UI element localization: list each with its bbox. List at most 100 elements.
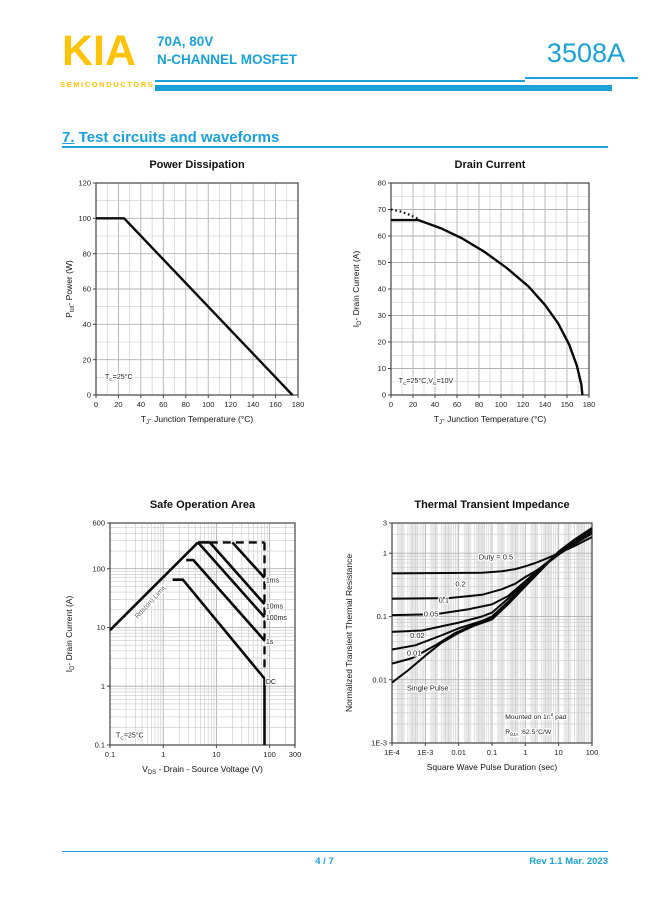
y-tick: 10 xyxy=(378,364,386,373)
kia-logo-subtitle: SEMICONDUCTORS xyxy=(60,80,155,89)
y-tick: 50 xyxy=(378,258,386,267)
y-tick: 1E-3 xyxy=(371,739,387,748)
gridlines xyxy=(95,182,299,396)
x-tick: 60 xyxy=(453,400,461,409)
chart-title-g: Power Dissipation xyxy=(149,159,245,171)
x-tick: 10 xyxy=(554,748,562,757)
y-axis-title-g: ID- Drain Current (A) xyxy=(64,596,76,673)
x-tick: 180 xyxy=(583,400,596,409)
label: TC=25°C xyxy=(116,731,144,741)
x-tick: 0 xyxy=(94,400,98,409)
curve-duty-0.2 xyxy=(391,532,593,600)
background-bands xyxy=(397,523,585,743)
y-tick: 40 xyxy=(83,320,91,329)
x-axis-title: Square Wave Pulse Duration (sec) xyxy=(427,762,558,772)
x-tick: 1E-3 xyxy=(417,748,433,757)
y-axis-title: Ptot- Power (W) xyxy=(64,260,76,318)
y-tick: 10 xyxy=(97,623,105,632)
curves xyxy=(109,541,266,745)
x-axis-title: TJ- Junction Temperature (°C) xyxy=(141,414,254,426)
x-tick: 100 xyxy=(202,400,215,409)
y-tick: 40 xyxy=(378,285,386,294)
label: 10ms xyxy=(266,604,284,611)
curve-pulse-1ms xyxy=(231,541,266,579)
curve-labels: Duty = 0.5 0.2 0.10.05 0.02 0.01 Single Pulse… xyxy=(406,551,568,739)
x-tick: 1E-4 xyxy=(384,748,400,757)
x-axis-title-g: TJ- Junction Temperature (°C) xyxy=(141,414,254,426)
curve-drain-current-dotted xyxy=(390,208,419,220)
y-tick: 600 xyxy=(92,519,105,528)
label: 0.02 xyxy=(410,631,425,640)
y-tick: 20 xyxy=(378,338,386,347)
label: 100ms xyxy=(266,615,288,622)
section-number: 7. xyxy=(62,129,75,146)
curves xyxy=(391,527,593,684)
header-rule-thin-right xyxy=(525,77,638,79)
chart-title-g: Safe Operation Area xyxy=(150,499,256,511)
label: TC=25°C,VG=10V xyxy=(399,377,454,387)
part-spec-line2: N-CHANNEL MOSFET xyxy=(157,52,297,67)
x-tick: 100 xyxy=(263,750,276,759)
x-tick: 140 xyxy=(247,400,260,409)
curves xyxy=(96,217,294,396)
curve-pulse-100ms xyxy=(197,541,266,618)
chart-title: Safe Operation Area xyxy=(150,499,256,511)
power-dissipation-plot: TC=25°C 0 20 40 60 80 100 120 140 160 180 0 20 40 60 80… xyxy=(64,159,304,426)
plot-border xyxy=(109,522,296,746)
chart-power-dissipation: TC=25°C 0 20 40 60 80 100 120 140 160 180 0 20 40 60 80… xyxy=(58,152,310,439)
x-axis-title-g: VDS - Drain - Source Voltage (V) xyxy=(142,764,263,776)
y-tick: 0.1 xyxy=(377,612,387,621)
x-tick: 60 xyxy=(159,400,167,409)
label: 0.05 xyxy=(424,609,439,618)
y-tick: 1 xyxy=(101,682,105,691)
x-tick: 0.1 xyxy=(105,750,115,759)
x-tick: 0.1 xyxy=(487,748,497,757)
label: Mounted on 1n2 pad xyxy=(505,712,566,721)
curve-rdson-limit xyxy=(109,541,199,632)
y-tick: 20 xyxy=(83,355,91,364)
curve-labels: TC=25°C xyxy=(104,372,134,385)
label: TC=25°C xyxy=(105,373,133,383)
y-tick: 80 xyxy=(378,179,386,188)
section-heading: 7. Test circuits and waveforms xyxy=(62,129,279,146)
section-title: Test circuits and waveforms xyxy=(74,129,280,146)
chart-title: Drain Current xyxy=(455,159,526,171)
y-tick: 0 xyxy=(382,391,386,400)
y-tick: 60 xyxy=(378,232,386,241)
header-rule-thick xyxy=(155,85,612,91)
gridlines xyxy=(109,522,296,746)
label: 1s xyxy=(266,639,274,646)
x-axis-title-g: TJ- Junction Temperature (°C) xyxy=(434,414,547,426)
x-tick: 40 xyxy=(137,400,145,409)
curve-pulse-10ms xyxy=(208,541,266,605)
chart-title: Thermal Transient Impedance xyxy=(414,499,569,511)
header-rule-thin-left xyxy=(155,80,525,82)
x-tick-labels: 0 20 40 60 80 100 120 140 150 180 xyxy=(389,395,595,409)
label: Duty = 0.5 xyxy=(479,552,513,561)
x-tick: 160 xyxy=(269,400,282,409)
label: 0.1 xyxy=(439,596,449,605)
x-tick: 100 xyxy=(586,748,599,757)
label: RθJA :62.5°C/W xyxy=(505,728,552,738)
x-tick-labels: 0.1 1 10 100 300 xyxy=(105,745,301,759)
y-tick: 60 xyxy=(83,285,91,294)
x-tick: 120 xyxy=(517,400,530,409)
y-tick: 30 xyxy=(378,311,386,320)
section-heading-rule xyxy=(62,146,608,148)
x-tick: 0 xyxy=(389,400,393,409)
drain-current-plot: TC=25°C,VG=10V 0 20 40 60 80 100 120 140 150 180 0 1… xyxy=(351,159,595,426)
y-tick: 0.1 xyxy=(95,741,105,750)
curve-power-derating xyxy=(96,217,294,396)
revision-label: Rev 1.1 Mar. 2023 xyxy=(529,856,608,867)
label: 0.2 xyxy=(455,579,465,588)
y-tick: 1 xyxy=(383,549,387,558)
y-tick: 80 xyxy=(83,249,91,258)
chart-safe-operation-area: 1ms 10ms 100ms 1s DC Rds(on) Limit TC=25°C 0.1 1… xyxy=(58,492,310,797)
x-tick: 300 xyxy=(289,750,302,759)
y-axis-title-g: ID- Drain Current (A) xyxy=(351,251,363,328)
footer-rule xyxy=(62,851,608,853)
y-axis-title-g: Normalized Transient Thermal Resistance xyxy=(344,554,354,712)
gridlines xyxy=(390,182,590,396)
